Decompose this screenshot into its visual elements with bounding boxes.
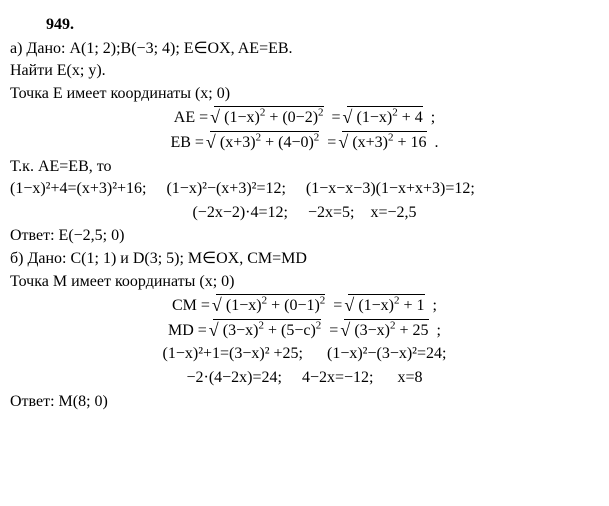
a-row1a: (1−x)²+4=(x+3)²+16; [10, 180, 146, 197]
a-since: Т.к. AE=EB, то [10, 156, 599, 178]
a-calc-row1: (1−x)²+4=(x+3)²+16; (1−x)²−(x+3)²=12; (1… [10, 178, 599, 200]
a-point-e: Точка E имеет координаты (x; 0) [10, 83, 599, 105]
eb-radical-1: (x+3)2 + (4−0)2 [210, 131, 319, 154]
b-row2c: x=8 [397, 369, 422, 386]
a-row2c: x=−2,5 [370, 204, 416, 221]
md-prefix: MD = [168, 322, 211, 339]
b-calc-row2: −2·(4−2x)=24; 4−2x=−12; x=8 [10, 367, 599, 389]
ae-prefix: AE = [174, 109, 212, 126]
cm-radical-2: (1−x)2 + 1 [348, 294, 424, 317]
b-point-m: Точка M имеет координаты (x; 0) [10, 271, 599, 293]
ae-radical-2: (1−x)2 + 4 [347, 106, 423, 129]
a-row2b: −2x=5; [308, 204, 355, 221]
a-row1c: (1−x−x−3)(1−x+x+3)=12; [306, 180, 475, 197]
b-row2a: −2·(4−2x)=24; [186, 369, 282, 386]
b-row1a: (1−x)²+1=(3−x)² +25; [163, 345, 303, 362]
eb-prefix: EB = [170, 134, 207, 151]
a-eq-eb: EB = (x+3)2 + (4−0)2 = (x+3)2 + 16 . [10, 131, 599, 154]
b-row2b: 4−2x=−12; [302, 369, 374, 386]
b-eq-cm: CM = (1−x)2 + (0−1)2 = (1−x)2 + 1 ; [10, 294, 599, 317]
a-answer: Ответ: E(−2,5; 0) [10, 225, 599, 247]
b-answer: Ответ: M(8; 0) [10, 391, 599, 413]
b-row1b: (1−x)²−(3−x)²=24; [327, 345, 446, 362]
b-eq-md: MD = (3−x)2 + (5−c)2 = (3−x)2 + 25 ; [10, 319, 599, 342]
cm-prefix: CM = [172, 297, 214, 314]
a-calc-row2: (−2x−2)·4=12; −2x=5; x=−2,5 [10, 202, 599, 224]
md-radical-2: (3−x)2 + 25 [344, 319, 428, 342]
a-eq-ae: AE = (1−x)2 + (0−2)2 = (1−x)2 + 4 ; [10, 106, 599, 129]
b-given: б) Дано: C(1; 1) и D(3; 5); M∈OX, CM=MD [10, 248, 599, 270]
a-given: а) Дано: A(1; 2);B(−3; 4); E∈OX, AE=EB. [10, 38, 599, 60]
a-row1b: (1−x)²−(x+3)²=12; [166, 180, 285, 197]
ae-radical-1: (1−x)2 + (0−2)2 [214, 106, 323, 129]
eb-radical-2: (x+3)2 + 16 [342, 131, 426, 154]
b-calc-row1: (1−x)²+1=(3−x)² +25; (1−x)²−(3−x)²=24; [10, 343, 599, 365]
md-radical-1: (3−x)2 + (5−c)2 [213, 319, 322, 342]
a-find: Найти E(x; y). [10, 60, 599, 82]
a-row2a: (−2x−2)·4=12; [192, 204, 288, 221]
problem-number: 949. [46, 14, 599, 36]
cm-radical-1: (1−x)2 + (0−1)2 [216, 294, 325, 317]
